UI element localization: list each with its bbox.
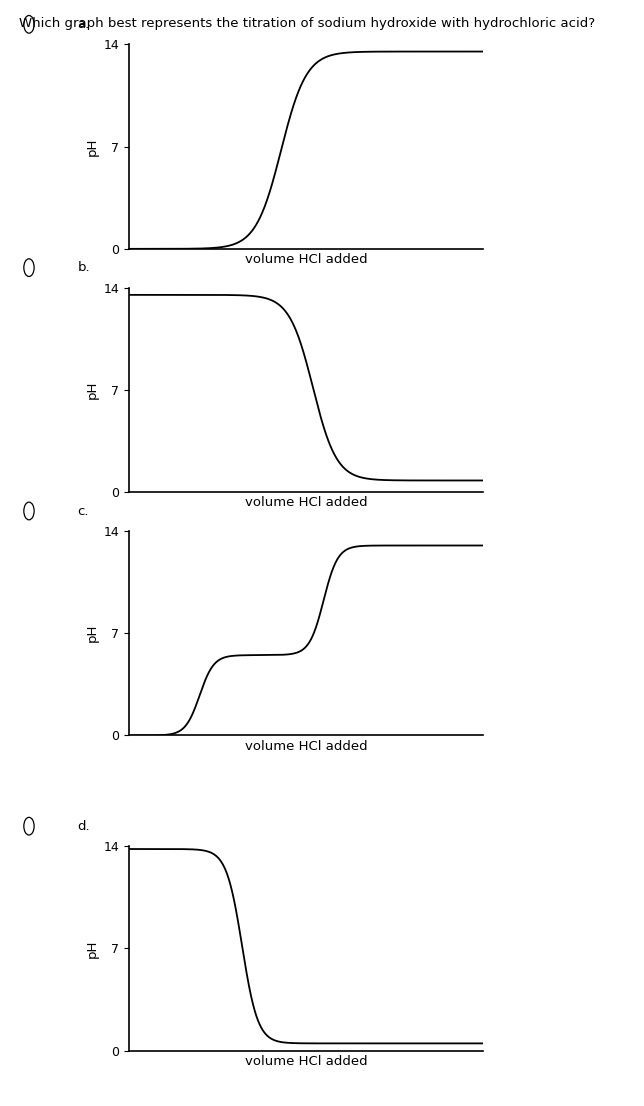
- Text: d.: d.: [77, 820, 90, 833]
- X-axis label: volume HCl added: volume HCl added: [245, 253, 367, 267]
- Y-axis label: pH: pH: [86, 624, 99, 643]
- X-axis label: volume HCl added: volume HCl added: [245, 740, 367, 753]
- Y-axis label: pH: pH: [86, 939, 99, 958]
- Y-axis label: pH: pH: [86, 380, 99, 399]
- Text: a.: a.: [77, 18, 90, 31]
- Y-axis label: pH: pH: [86, 137, 99, 156]
- X-axis label: volume HCl added: volume HCl added: [245, 497, 367, 510]
- Text: c.: c.: [77, 504, 89, 518]
- X-axis label: volume HCl added: volume HCl added: [245, 1055, 367, 1068]
- Text: Which graph best represents the titration of sodium hydroxide with hydrochloric : Which graph best represents the titratio…: [19, 17, 596, 30]
- Text: b.: b.: [77, 261, 90, 274]
